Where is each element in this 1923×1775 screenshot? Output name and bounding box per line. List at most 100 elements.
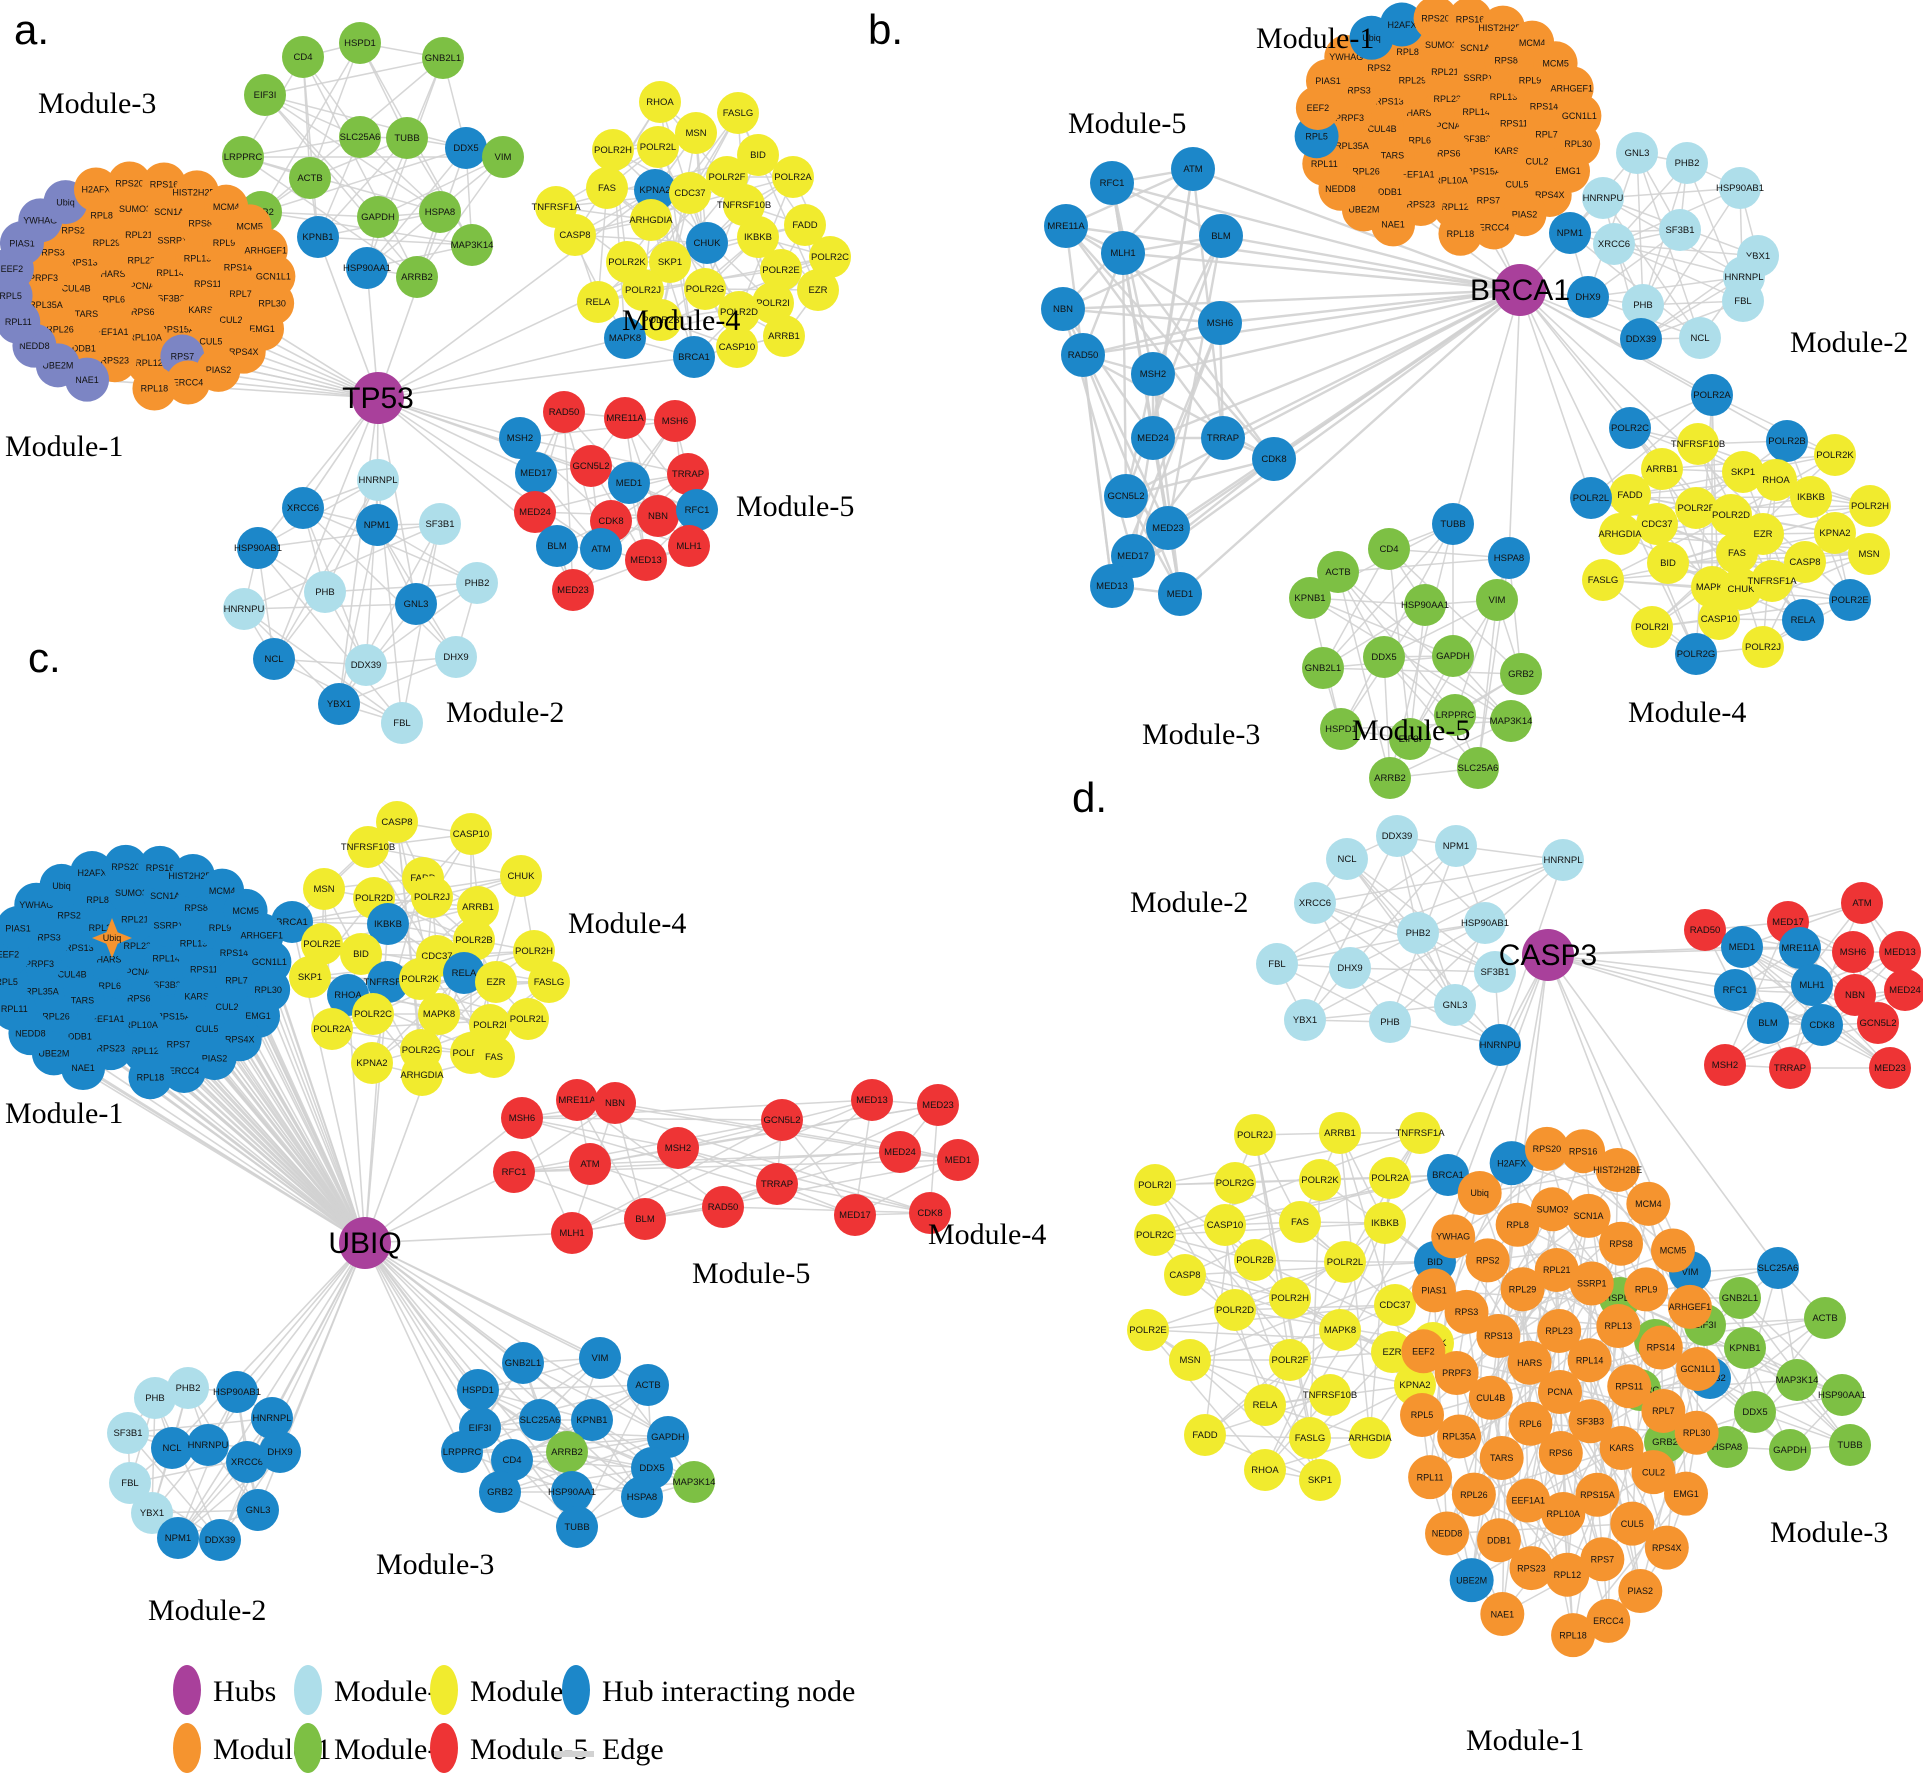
- node-KPNB1[interactable]: [1724, 1327, 1766, 1369]
- node-PCNA[interactable]: [1538, 1370, 1582, 1414]
- node-ARRB2[interactable]: [1369, 757, 1411, 799]
- node-DDX39[interactable]: [1376, 815, 1418, 857]
- node-GCN5L2[interactable]: [761, 1099, 803, 1141]
- node-Ubiq-star-icon[interactable]: [92, 918, 132, 958]
- node-GNL3[interactable]: [395, 583, 437, 625]
- node-SLC25A6[interactable]: [339, 116, 381, 158]
- node-FADD[interactable]: [1609, 474, 1651, 516]
- node-DHX9[interactable]: [435, 636, 477, 678]
- node-CDC37[interactable]: [669, 172, 711, 214]
- node-GCN5L2[interactable]: [1104, 474, 1148, 518]
- node-MED23[interactable]: [1869, 1047, 1911, 1089]
- node-TRRAP[interactable]: [1769, 1047, 1811, 1089]
- node-CASP10[interactable]: [716, 326, 758, 368]
- node-POLR2H[interactable]: [1269, 1277, 1311, 1319]
- node-BLM[interactable]: [536, 525, 578, 567]
- node-FBL[interactable]: [381, 702, 423, 744]
- node-MRE11A[interactable]: [1044, 204, 1088, 248]
- node-GAPDH[interactable]: [1432, 635, 1474, 677]
- node-MED17[interactable]: [515, 452, 557, 494]
- node-MSN[interactable]: [1169, 1339, 1211, 1381]
- node-POLR2L[interactable]: [1570, 477, 1612, 519]
- node-RPS16[interactable]: [141, 162, 186, 207]
- node-ARRB2[interactable]: [546, 1431, 588, 1473]
- node-CHUK[interactable]: [500, 855, 542, 897]
- node-CASP8[interactable]: [554, 214, 596, 256]
- node-RPS20[interactable]: [107, 161, 152, 206]
- node-HSP90AB1[interactable]: [237, 527, 279, 569]
- node-GRB2[interactable]: [1500, 653, 1542, 695]
- node-MED13[interactable]: [851, 1079, 893, 1121]
- node-KPNA2[interactable]: [351, 1042, 393, 1084]
- node-PHB2[interactable]: [167, 1367, 209, 1409]
- node-MSH2[interactable]: [499, 417, 541, 459]
- node-HNRNPL[interactable]: [357, 459, 399, 501]
- node-POLR2E[interactable]: [301, 923, 343, 965]
- node-MCM5[interactable]: [1650, 1228, 1695, 1273]
- node-ATM[interactable]: [580, 528, 622, 570]
- node-MSH2[interactable]: [1704, 1044, 1746, 1086]
- node-NBN[interactable]: [594, 1082, 636, 1124]
- node-FADD[interactable]: [784, 204, 826, 246]
- node-POLR2F[interactable]: [1675, 487, 1717, 529]
- node-DHX9[interactable]: [1567, 276, 1609, 318]
- node-VIM[interactable]: [482, 136, 524, 178]
- node-TNFRSF10B[interactable]: [1309, 1374, 1351, 1416]
- node-PHB2[interactable]: [456, 562, 498, 604]
- node-RPL13[interactable]: [1596, 1304, 1641, 1349]
- hub-TP53[interactable]: [352, 372, 404, 424]
- hub-BRCA1[interactable]: [1494, 264, 1546, 316]
- node-RPL18[interactable]: [1438, 211, 1483, 256]
- node-ARRB1[interactable]: [1319, 1112, 1361, 1154]
- node-HIST2H2BE[interactable]: [1595, 1147, 1640, 1192]
- node-CD4[interactable]: [491, 1439, 533, 1481]
- node-HNRNPU[interactable]: [187, 1424, 229, 1466]
- node-POLR2L[interactable]: [1324, 1241, 1366, 1283]
- node-MED1[interactable]: [937, 1139, 979, 1181]
- node-HSP90AA1[interactable]: [346, 247, 388, 289]
- node-GNL3[interactable]: [1616, 132, 1658, 174]
- node-RPS6[interactable]: [1538, 1431, 1583, 1476]
- node-POLR2C[interactable]: [1134, 1214, 1176, 1256]
- node-RPL18[interactable]: [132, 366, 177, 411]
- node-RFC1[interactable]: [1714, 969, 1756, 1011]
- node-GCN5L2[interactable]: [570, 445, 612, 487]
- node-KARS[interactable]: [1599, 1425, 1644, 1470]
- node-MRE11A[interactable]: [1779, 927, 1821, 969]
- node-FBL[interactable]: [1722, 280, 1764, 322]
- node-CASP10[interactable]: [1204, 1204, 1246, 1246]
- node-ACTB[interactable]: [1804, 1297, 1846, 1339]
- node-TNFRSF10B[interactable]: [347, 826, 389, 868]
- node-FASLG[interactable]: [528, 961, 570, 1003]
- node-MED1[interactable]: [1721, 926, 1763, 968]
- node-CDK8[interactable]: [1801, 1004, 1843, 1046]
- node-GNB2L1[interactable]: [1302, 647, 1344, 689]
- node-RPS13[interactable]: [1476, 1314, 1521, 1359]
- node-MED1[interactable]: [1158, 572, 1202, 616]
- node-CUL4B[interactable]: [1468, 1375, 1513, 1420]
- node-POLR2J[interactable]: [411, 876, 453, 918]
- node-POLR2K[interactable]: [1814, 434, 1856, 476]
- node-MAPK8[interactable]: [1319, 1309, 1361, 1351]
- node-RAD50[interactable]: [543, 391, 585, 433]
- node-MSH6[interactable]: [1198, 301, 1242, 345]
- node-HSP90AA1[interactable]: [1404, 584, 1446, 626]
- node-KPNB1[interactable]: [1289, 577, 1331, 619]
- node-NCL[interactable]: [1326, 838, 1368, 880]
- node-MLH1[interactable]: [668, 525, 710, 567]
- node-RPS2[interactable]: [1465, 1238, 1510, 1283]
- node-MAPK8[interactable]: [604, 317, 646, 359]
- node-RPS11[interactable]: [1607, 1364, 1652, 1409]
- node-FAS[interactable]: [1716, 532, 1758, 574]
- node-RFC1[interactable]: [1090, 161, 1134, 205]
- node-EEF1A1[interactable]: [1506, 1478, 1551, 1523]
- node-ARHGEF1[interactable]: [1667, 1284, 1712, 1329]
- node-HSPD1[interactable]: [339, 22, 381, 64]
- node-HARS[interactable]: [1507, 1340, 1552, 1385]
- node-RPS14[interactable]: [1638, 1325, 1683, 1370]
- node-POLR2E[interactable]: [1127, 1309, 1169, 1351]
- node-ATM[interactable]: [1841, 882, 1883, 924]
- node-POLR2B[interactable]: [1766, 420, 1808, 462]
- node-FAS[interactable]: [473, 1036, 515, 1078]
- node-NPM1[interactable]: [356, 504, 398, 546]
